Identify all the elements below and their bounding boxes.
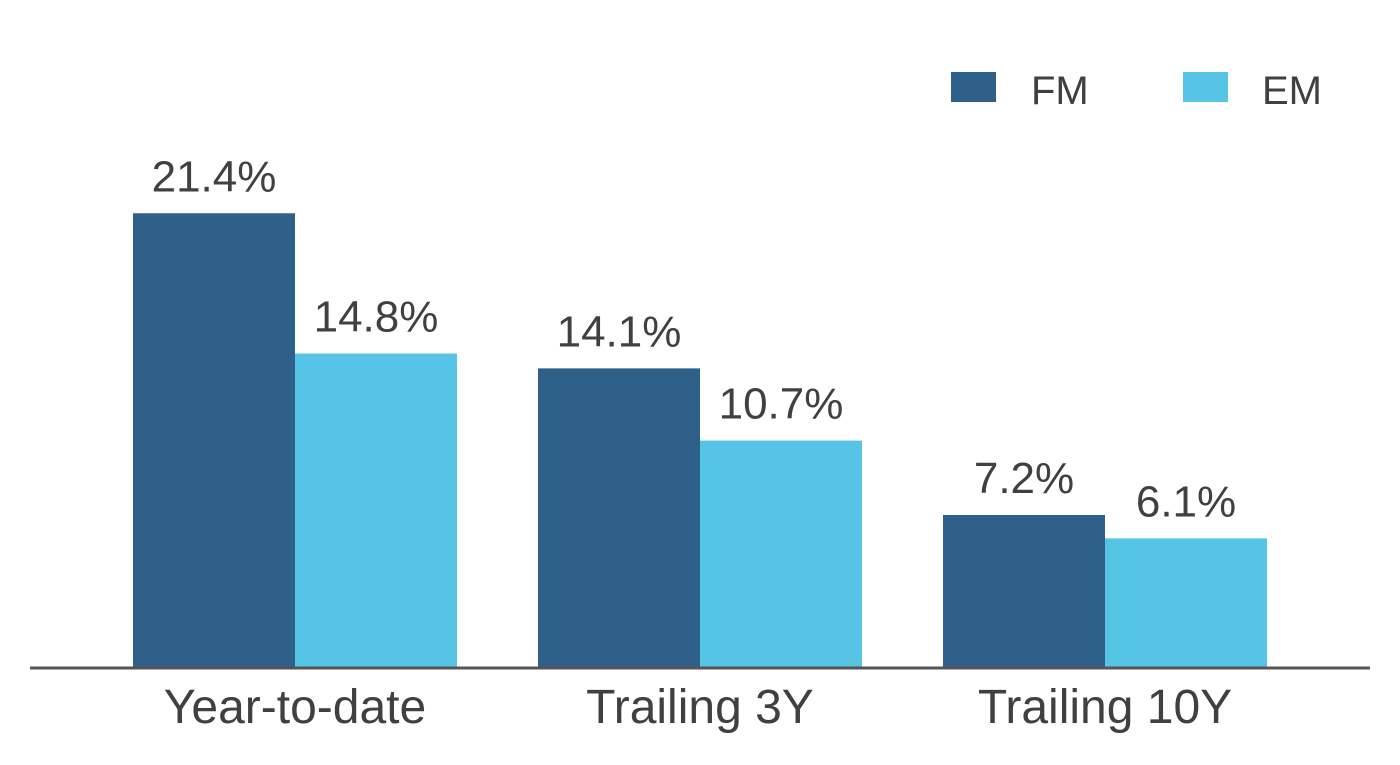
value-label-fm-1: 14.1% — [557, 307, 682, 356]
value-labels-group: 21.4% 14.8% 14.1% 10.7% 7.2% 6.1% — [152, 152, 1237, 526]
bar-fm-0 — [133, 213, 295, 668]
bar-fm-2 — [943, 515, 1105, 668]
legend-swatch-em — [1183, 72, 1228, 102]
x-tick-label-0: Year-to-date — [164, 681, 426, 734]
x-tick-label-2: Trailing 10Y — [978, 681, 1232, 734]
bars-group — [133, 213, 1267, 668]
bar-fm-1 — [538, 368, 700, 668]
value-label-em-2: 6.1% — [1136, 477, 1236, 526]
legend-swatch-fm — [951, 72, 996, 102]
bar-em-1 — [700, 440, 862, 668]
value-label-fm-0: 21.4% — [152, 152, 277, 201]
value-label-em-0: 14.8% — [314, 293, 439, 342]
value-label-em-1: 10.7% — [719, 380, 844, 429]
x-tick-label-1: Trailing 3Y — [586, 681, 814, 734]
x-tick-labels-group: Year-to-date Trailing 3Y Trailing 10Y — [164, 681, 1232, 734]
legend-label-em: EM — [1262, 69, 1322, 113]
bar-em-0 — [295, 353, 457, 668]
legend: FM EM — [951, 69, 1322, 113]
value-label-fm-2: 7.2% — [974, 454, 1074, 503]
legend-label-fm: FM — [1031, 69, 1089, 113]
bar-em-2 — [1105, 538, 1267, 668]
